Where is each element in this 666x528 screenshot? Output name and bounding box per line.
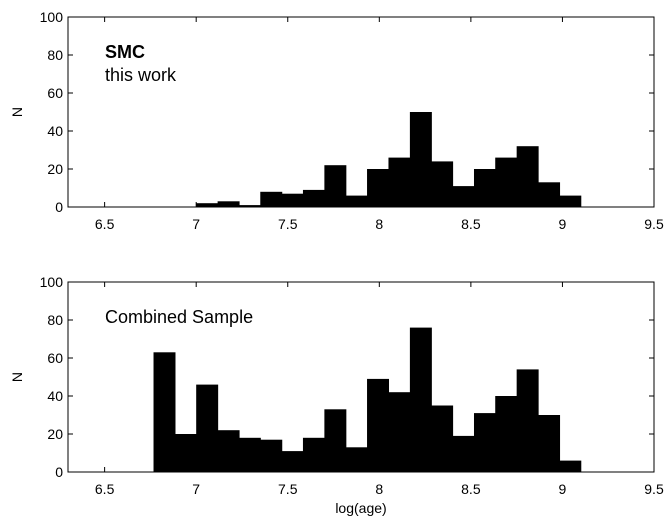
annotation-combined-sample: Combined Sample <box>105 307 253 327</box>
histogram-bar <box>388 392 411 472</box>
x-ticks: 6.5 7 7.5 8 8.5 9 9.5 <box>95 282 664 497</box>
histogram-bar <box>196 203 219 207</box>
histogram-bar <box>281 193 304 207</box>
histogram-bar <box>495 157 518 207</box>
x-tick-label: 9.5 <box>644 216 664 232</box>
histogram-bar <box>345 447 368 472</box>
histogram-bar <box>495 396 518 472</box>
x-tick-label: 7 <box>192 216 200 232</box>
panel-smc: 6.5 7 7.5 8 8.5 9 9.5 0 20 40 60 80 100 N SMC this … <box>9 9 664 232</box>
plot-frame <box>67 16 655 208</box>
annotation-smc: SMC <box>105 42 145 62</box>
histogram-bar <box>196 384 219 472</box>
histogram-bars <box>153 327 582 472</box>
histogram-bar <box>238 205 261 207</box>
y-tick-label: 100 <box>40 9 64 25</box>
y-tick-label: 80 <box>47 47 63 63</box>
histogram-bar <box>559 460 582 472</box>
x-tick-label: 8 <box>375 216 383 232</box>
histogram-bar <box>238 437 261 472</box>
histogram-bar <box>324 165 347 207</box>
histogram-bar <box>153 352 176 472</box>
histogram-bar <box>452 186 475 207</box>
y-tick-label: 100 <box>40 274 64 290</box>
x-tick-label: 7.5 <box>278 481 298 497</box>
x-tick-label: 6.5 <box>95 481 115 497</box>
histogram-bar <box>409 327 432 472</box>
histogram-bar <box>516 369 539 472</box>
y-tick-label: 60 <box>47 350 63 366</box>
histogram-bar <box>559 195 582 207</box>
y-tick-label: 40 <box>47 388 63 404</box>
y-ticks: 0 20 40 60 80 100 <box>40 9 654 215</box>
histogram-bar <box>473 413 496 472</box>
x-tick-label: 7.5 <box>278 216 298 232</box>
y-ticks: 0 20 40 60 80 100 <box>40 274 654 480</box>
x-tick-label: 6.5 <box>95 216 115 232</box>
x-tick-label: 9 <box>559 216 567 232</box>
histogram-bar <box>324 409 347 472</box>
histogram-bar <box>431 405 454 472</box>
y-tick-label: 60 <box>47 85 63 101</box>
histogram-bar <box>217 430 240 472</box>
x-tick-label: 8.5 <box>461 481 481 497</box>
y-tick-label: 0 <box>55 464 63 480</box>
histogram-bar <box>473 169 496 207</box>
histogram-bars <box>196 112 582 207</box>
histogram-bar <box>538 415 561 472</box>
histogram-bar <box>409 112 432 207</box>
x-tick-label: 8 <box>375 481 383 497</box>
annotation-this-work: this work <box>105 65 177 85</box>
histogram-bar <box>302 437 325 472</box>
histogram-bar <box>260 191 283 207</box>
histogram-bar <box>452 435 475 472</box>
x-axis-label: log(age) <box>335 500 386 516</box>
y-tick-label: 20 <box>47 426 63 442</box>
x-tick-label: 8.5 <box>461 216 481 232</box>
x-tick-label: 9 <box>559 481 567 497</box>
y-tick-label: 0 <box>55 199 63 215</box>
y-tick-label: 80 <box>47 312 63 328</box>
histogram-bar <box>538 182 561 207</box>
histogram-bar <box>367 169 390 207</box>
histogram-bar <box>431 161 454 207</box>
histogram-bar <box>516 146 539 207</box>
x-tick-label: 7 <box>192 481 200 497</box>
histogram-bar <box>174 434 197 472</box>
y-axis-label: N <box>9 372 25 382</box>
x-ticks: 6.5 7 7.5 8 8.5 9 9.5 <box>95 17 664 232</box>
histogram-bar <box>345 195 368 207</box>
x-tick-label: 9.5 <box>644 481 664 497</box>
histogram-bar <box>388 157 411 207</box>
histogram-bar <box>302 189 325 207</box>
histogram-bar <box>260 439 283 472</box>
y-tick-label: 40 <box>47 123 63 139</box>
histogram-bar <box>217 201 240 207</box>
y-tick-label: 20 <box>47 161 63 177</box>
y-axis-label: N <box>9 107 25 117</box>
histogram-bar <box>281 451 304 472</box>
histogram-bar <box>367 378 390 472</box>
